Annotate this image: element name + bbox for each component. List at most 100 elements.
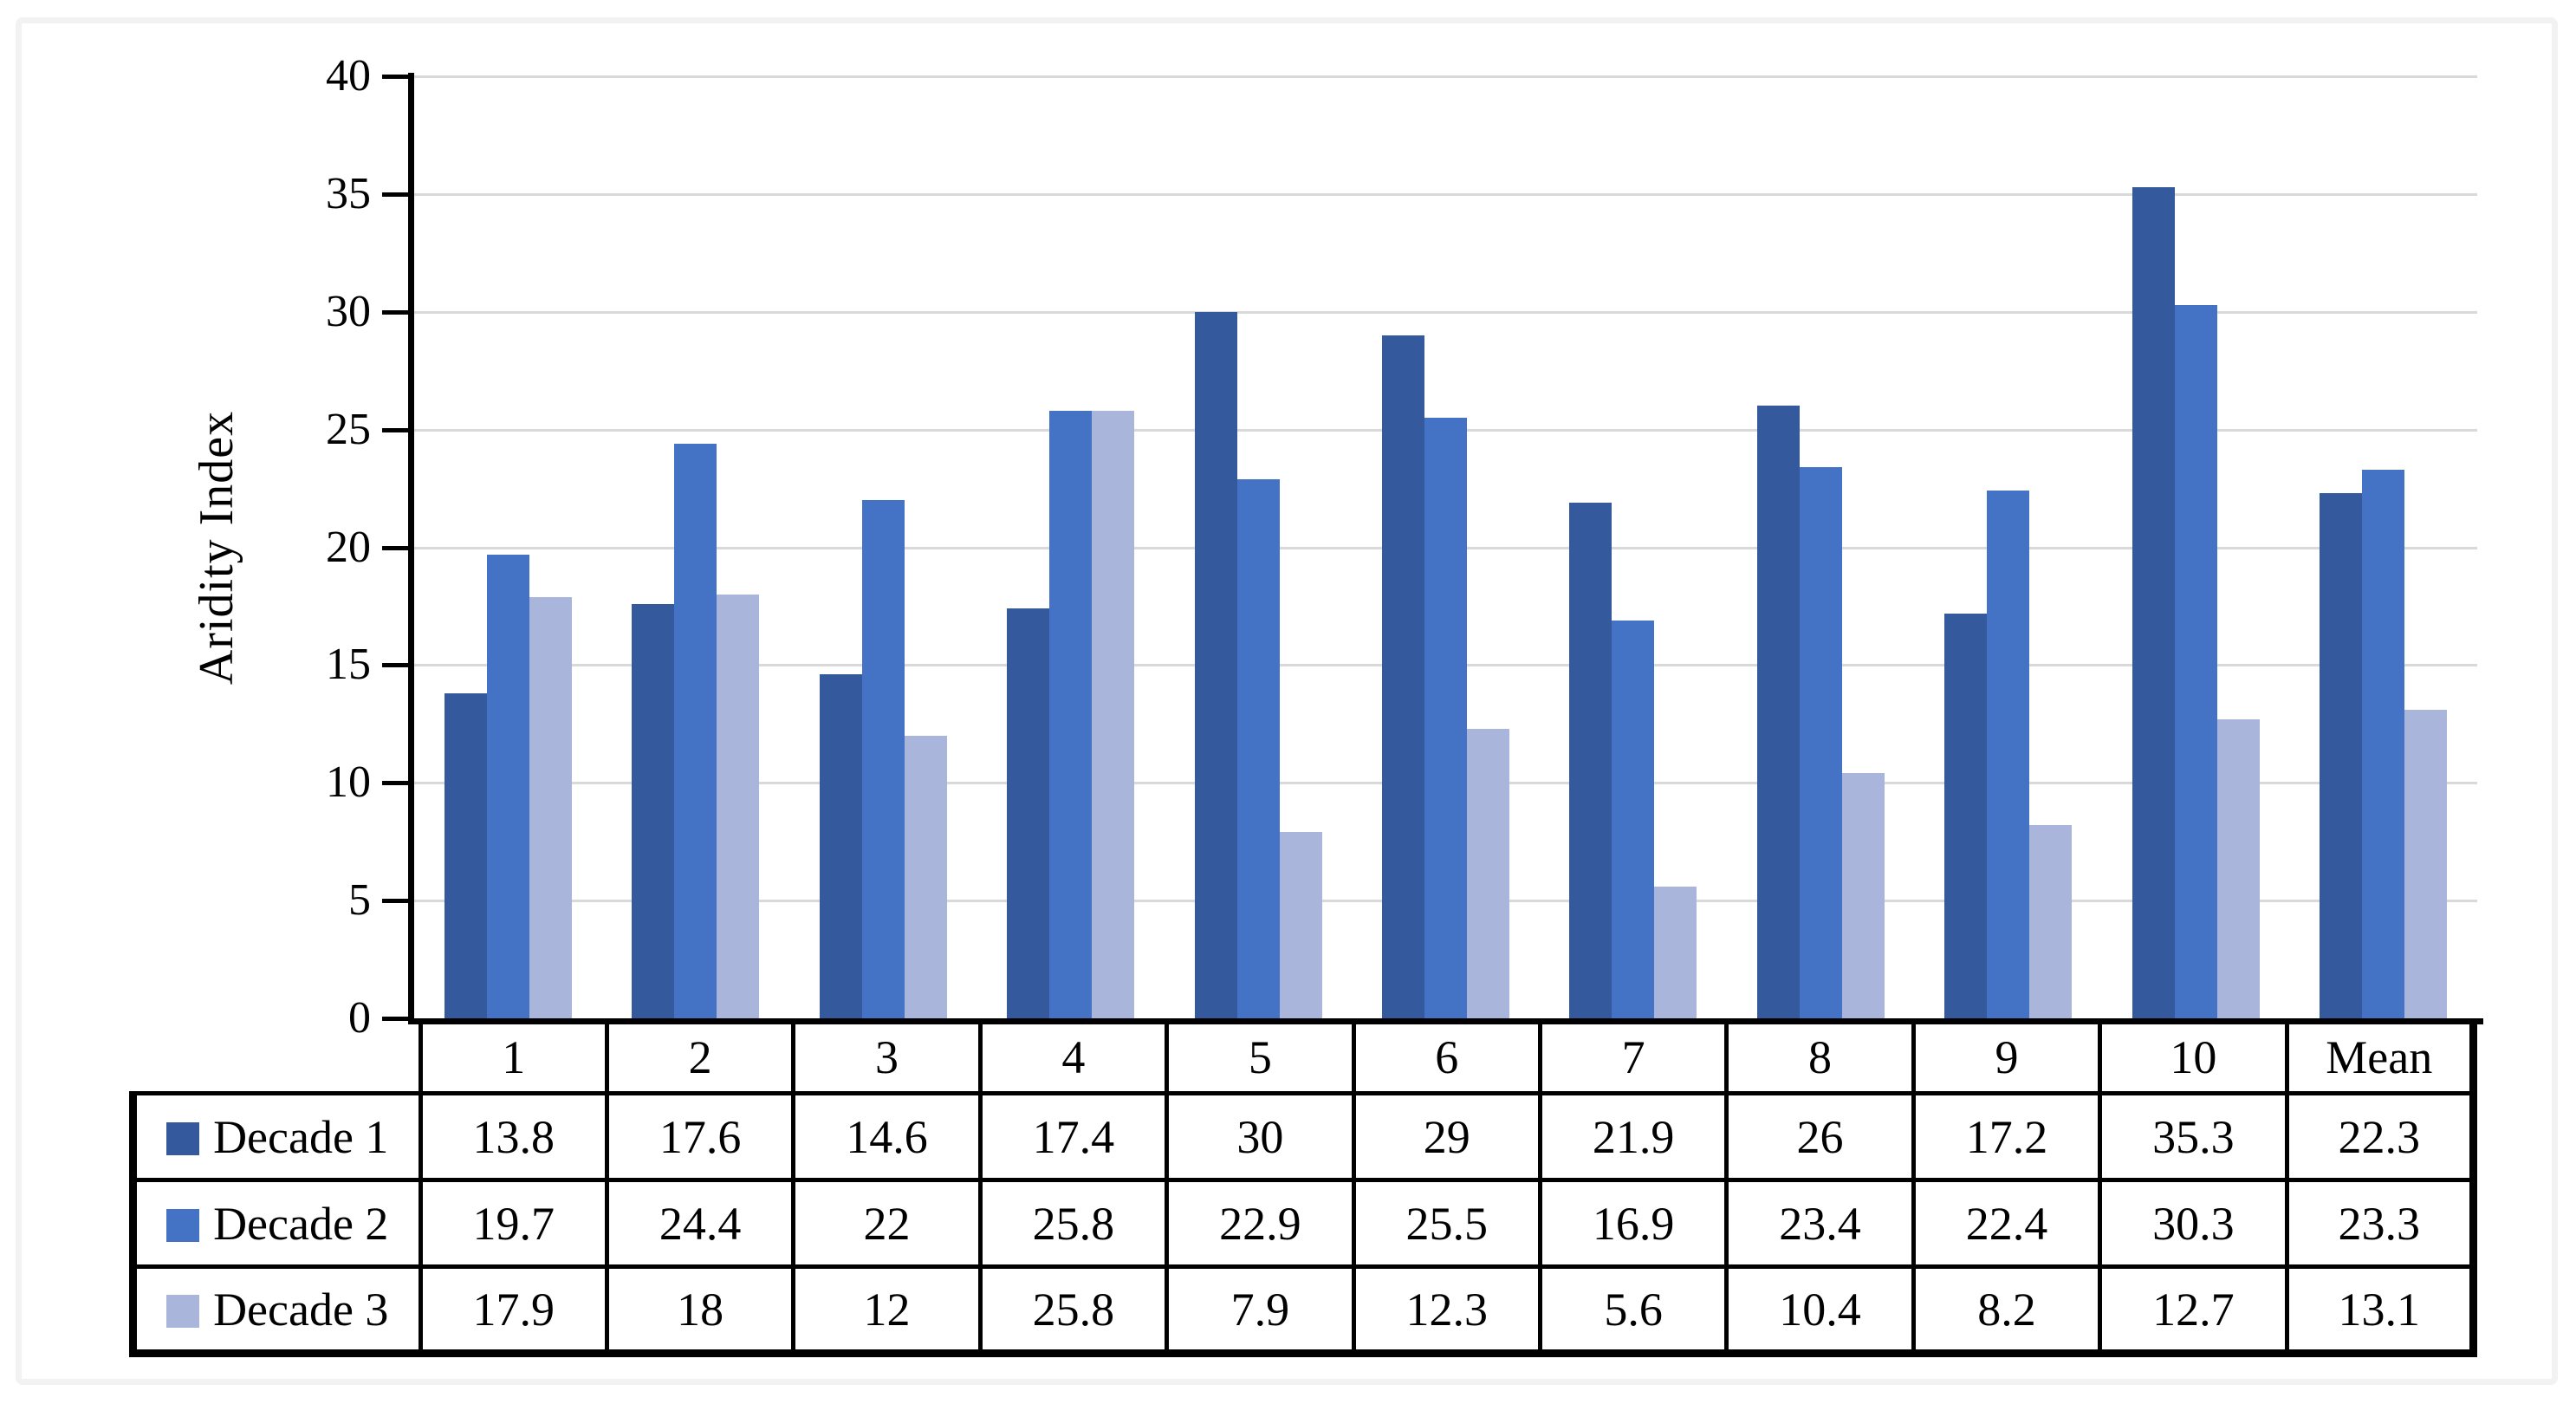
legend-cell-decade-1: Decade 1 [129,1091,423,1182]
value-cell-decade-1-cat-3: 14.6 [791,1091,983,1182]
y-tick-label-35: 35 [326,168,371,218]
y-tick-35 [382,192,414,197]
bar-decade-3-cat-2 [717,594,760,1018]
category-header-Mean: Mean [2284,1018,2478,1095]
bar-decade-2-cat-3 [861,500,905,1018]
bar-decade-3-cat-4 [1092,410,1135,1018]
bar-decade-2-cat-Mean [2362,469,2405,1018]
value-cell-decade-1-cat-4: 17.4 [977,1091,1170,1182]
bar-decade-1-cat-9 [1944,613,1988,1018]
y-tick-label-15: 15 [326,640,371,690]
value-cell-decade-2-cat-3: 22 [791,1178,983,1269]
value-cell-decade-1-cat-Mean: 22.3 [2284,1091,2478,1182]
y-tick-25 [382,427,414,432]
y-tick-label-20: 20 [326,522,371,572]
bar-decade-3-cat-8 [1841,773,1885,1018]
header-spacer-cell [133,1021,421,1094]
category-header-2: 2 [604,1018,796,1095]
bar-group-3 [789,76,977,1018]
value-cell-decade-3-cat-7: 5.6 [1537,1264,1729,1357]
data-table: 1 2 3 4 5 6 7 8 9 10 Mean Decade 1 13.8 17.6 14.6 17.4… [129,1018,2478,1357]
bar-decade-1-cat-8 [1756,406,1800,1018]
bar-decade-3-cat-1 [529,596,572,1018]
value-cell-decade-2-cat-8: 23.4 [1724,1178,1916,1269]
bar-decade-2-cat-8 [1799,467,1842,1018]
bar-decade-1-cat-2 [632,603,675,1018]
value-cell-decade-2-cat-1: 19.7 [418,1178,609,1269]
value-cell-decade-1-cat-2: 17.6 [604,1091,796,1182]
y-tick-label-10: 10 [326,757,371,808]
category-header-1: 1 [418,1018,609,1095]
category-header-6: 6 [1351,1018,1542,1095]
gridline-35 [414,192,2477,196]
legend-cell-decade-2: Decade 2 [129,1178,423,1269]
category-header-3: 3 [791,1018,983,1095]
category-header-8: 8 [1724,1018,1916,1095]
bar-group-Mean [2290,76,2477,1018]
y-tick-20 [382,545,414,550]
bar-decade-1-cat-1 [444,693,487,1018]
plot-area: 0 5 10 15 20 25 30 35 40 [326,51,2477,1043]
legend-label: Decade 1 [213,1110,389,1163]
y-tick-label-40: 40 [326,51,371,101]
value-cell-decade-1-cat-6: 29 [1351,1091,1542,1182]
table-row-decade-3: Decade 3 17.9 18 12 25.8 7.9 12.3 5.6 10.4 8.2 12.… [129,1264,2478,1357]
value-cell-decade-2-cat-10: 30.3 [2098,1178,2289,1269]
y-tick-label-25: 25 [326,404,371,454]
y-tick-10 [382,781,414,786]
bar-group-2 [601,76,788,1018]
y-tick-5 [382,899,414,904]
y-tick-40 [382,75,414,79]
bar-decade-2-cat-5 [1236,478,1280,1018]
bar-decade-1-cat-7 [1569,502,1612,1018]
legend-cell-decade-3: Decade 3 [129,1264,423,1357]
table-row-decade-2: Decade 2 19.7 24.4 22 25.8 22.9 25.5 16.9 23.4 22… [129,1178,2478,1269]
value-cell-decade-1-cat-8: 26 [1724,1091,1916,1182]
legend-label: Decade 2 [213,1197,389,1250]
gridline-30 [414,310,2477,314]
category-header-10: 10 [2098,1018,2289,1095]
y-ticks-layer: 0 5 10 15 20 25 30 35 40 [326,51,2477,1043]
category-header-9: 9 [1911,1018,2103,1095]
value-cell-decade-1-cat-9: 17.2 [1911,1091,2103,1182]
bar-decade-1-cat-3 [819,674,862,1018]
value-cell-decade-3-cat-6: 12.3 [1351,1264,1542,1357]
table-row-decade-1: Decade 1 13.8 17.6 14.6 17.4 30 29 21.9 26 17.2 35… [129,1091,2478,1182]
value-cell-decade-1-cat-10: 35.3 [2098,1091,2289,1182]
y-tick-label-5: 5 [348,875,371,926]
value-cell-decade-2-cat-4: 25.8 [977,1178,1170,1269]
bar-decade-3-cat-Mean [2404,710,2448,1018]
y-tick-0 [382,1017,414,1021]
value-cell-decade-2-cat-9: 22.4 [1911,1178,2103,1269]
legend-swatch-icon [166,1208,200,1242]
value-cell-decade-3-cat-9: 8.2 [1911,1264,2103,1357]
legend-swatch-icon [166,1121,200,1155]
bar-decade-2-cat-4 [1049,410,1093,1018]
value-cell-decade-3-cat-4: 25.8 [977,1264,1170,1357]
value-cell-decade-3-cat-1: 17.9 [418,1264,609,1357]
value-cell-decade-3-cat-2: 18 [604,1264,796,1357]
bar-decade-2-cat-2 [674,443,717,1018]
bar-decade-3-cat-6 [1466,728,1509,1018]
bar-decade-1-cat-4 [1007,608,1050,1018]
bar-decade-1-cat-Mean [2320,493,2363,1018]
value-cell-decade-2-cat-Mean: 23.3 [2284,1178,2478,1269]
bar-decade-3-cat-3 [904,735,947,1018]
bar-group-6 [1352,76,1539,1018]
bar-decade-1-cat-5 [1194,311,1237,1018]
bar-decade-2-cat-6 [1424,418,1467,1018]
bar-decade-3-cat-7 [1654,886,1697,1018]
bar-decade-1-cat-6 [1381,335,1424,1018]
value-cell-decade-3-cat-5: 7.9 [1165,1264,1356,1357]
value-cell-decade-3-cat-10: 12.7 [2098,1264,2289,1357]
bar-group-10 [2102,76,2289,1018]
category-header-4: 4 [977,1018,1170,1095]
value-cell-decade-1-cat-1: 13.8 [418,1091,609,1182]
bar-group-8 [1727,76,1914,1018]
value-cell-decade-2-cat-2: 24.4 [604,1178,796,1269]
gridline-40 [414,75,2477,78]
value-cell-decade-1-cat-7: 21.9 [1537,1091,1729,1182]
value-cell-decade-1-cat-5: 30 [1165,1091,1356,1182]
bar-decade-2-cat-1 [486,554,529,1018]
bar-decade-1-cat-10 [2132,186,2175,1018]
